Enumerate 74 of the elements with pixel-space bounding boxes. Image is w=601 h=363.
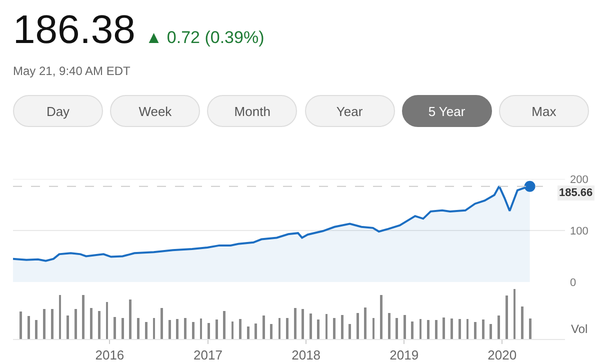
bar	[192, 322, 194, 339]
bar	[51, 309, 54, 339]
bar	[43, 309, 46, 339]
bar	[528, 318, 532, 339]
bar	[403, 315, 406, 339]
bar	[490, 324, 492, 339]
bar	[434, 320, 438, 339]
text: Week	[110, 95, 200, 127]
bar	[223, 311, 226, 339]
bar	[239, 319, 242, 339]
bar	[380, 295, 382, 339]
bar	[145, 322, 148, 339]
bar	[309, 314, 312, 339]
text: Max	[498, 95, 589, 127]
y-tick-label: 100	[570, 225, 588, 238]
bar	[294, 308, 296, 339]
ref-line-label: 185.66	[559, 187, 593, 199]
bar	[184, 318, 187, 339]
y-tick-label: 0	[570, 276, 576, 289]
bar	[168, 320, 171, 339]
bar	[254, 324, 258, 339]
bar	[215, 320, 218, 339]
bar	[35, 320, 38, 339]
y-tick-label: 200	[570, 174, 588, 186]
bar	[302, 309, 304, 339]
bar	[333, 318, 336, 339]
x-tick-label: 2017	[194, 348, 222, 363]
bar	[506, 296, 508, 339]
bar	[340, 315, 344, 339]
text: Year	[304, 95, 395, 127]
bar	[137, 318, 140, 339]
bar	[160, 308, 164, 339]
bar	[317, 320, 320, 339]
bar	[396, 318, 398, 339]
bar	[66, 316, 70, 339]
bar	[427, 320, 430, 339]
x-tick-label: 2016	[95, 348, 124, 363]
bar	[450, 318, 453, 339]
bar	[286, 318, 288, 339]
bar	[442, 318, 446, 339]
x-tick-label: 2018	[292, 348, 321, 363]
bar	[356, 313, 359, 339]
y-axis-title: Vol	[571, 322, 588, 336]
bar	[208, 323, 210, 339]
bar	[411, 322, 414, 339]
bar	[348, 324, 352, 339]
bar	[114, 317, 116, 339]
text: 5 Year	[402, 95, 492, 127]
bar	[262, 316, 265, 339]
bar	[497, 316, 500, 339]
bar	[364, 308, 367, 339]
x-tick-label: 2020	[488, 348, 517, 363]
bar	[521, 306, 524, 339]
bar	[388, 313, 390, 339]
bar	[482, 320, 484, 339]
chart-subtitle: May 21, 9:40 AM EDT	[13, 64, 130, 78]
bar	[474, 322, 476, 339]
bar	[176, 319, 179, 339]
text: Day	[13, 95, 103, 127]
bar	[270, 324, 273, 339]
bar	[98, 311, 100, 339]
bar	[74, 309, 77, 339]
bar	[458, 319, 461, 339]
x-tick-label: 2019	[390, 348, 419, 363]
text: ▲ 0.72 (0.39%)	[145, 28, 264, 48]
text: Month	[207, 95, 298, 127]
bar	[90, 308, 93, 339]
bar	[82, 295, 85, 339]
chart-title: 186.38	[13, 8, 136, 53]
bar	[121, 318, 124, 339]
bar	[27, 316, 30, 339]
bar	[246, 326, 250, 339]
bar	[20, 312, 22, 339]
bar	[129, 300, 132, 339]
